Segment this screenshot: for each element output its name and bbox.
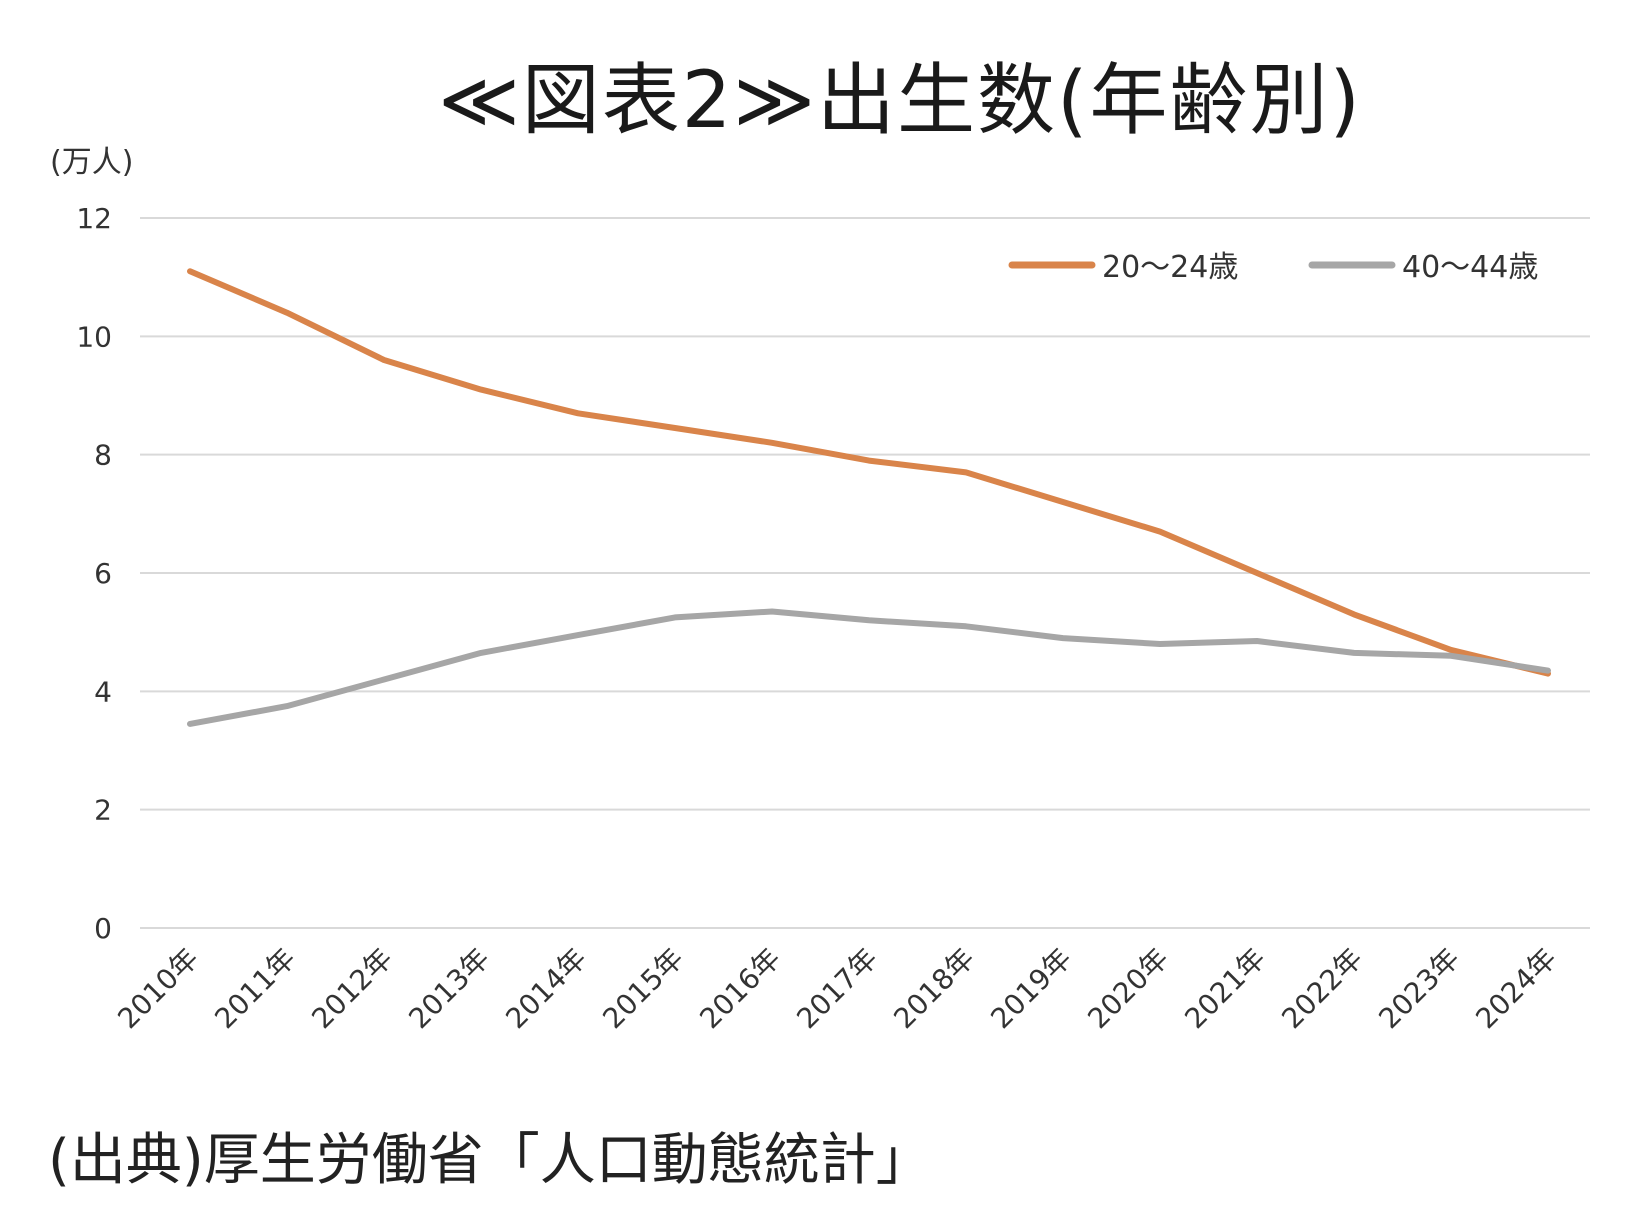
x-tick-label: 2011年	[208, 942, 302, 1036]
x-tick-labels: 2010年 2011年 2012年 2013年 2014年 2015年 2016年 2017年…	[111, 942, 1563, 1036]
x-tick-label: 2012年	[305, 942, 399, 1036]
x-tick-label: 2013年	[402, 942, 496, 1036]
y-tick-label: 2	[94, 794, 112, 827]
chart-title: ≪図表2≫出生数(年齢別)	[438, 56, 1362, 146]
x-tick-label: 2017年	[790, 942, 884, 1036]
series-line-0	[187, 268, 1551, 677]
legend: 20～24歳 40～44歳	[1008, 250, 1538, 285]
y-tick-label: 10	[76, 320, 112, 353]
y-tick-label: 12	[76, 202, 112, 235]
y-tick-label: 6	[94, 557, 112, 590]
series-lines	[187, 268, 1551, 727]
x-tick-label: 2024年	[1469, 942, 1563, 1036]
x-tick-label: 2022年	[1275, 942, 1369, 1036]
gridlines	[140, 217, 1590, 929]
y-axis-unit-label: (万人)	[50, 145, 133, 180]
x-tick-label: 2016年	[693, 942, 787, 1036]
source-note: (出典)厚生労働省「人口動態統計」	[48, 1128, 932, 1193]
y-tick-labels: 0 2 4 6 8 10 12	[76, 202, 112, 945]
y-tick-label: 0	[94, 912, 112, 945]
x-tick-label: 2010年	[111, 942, 205, 1036]
legend-label-0: 20～24歳	[1102, 250, 1238, 285]
y-tick-label: 4	[94, 675, 112, 708]
x-tick-label: 2015年	[596, 942, 690, 1036]
y-tick-label: 8	[94, 439, 112, 472]
legend-label-1: 40～44歳	[1402, 250, 1538, 285]
x-tick-label: 2021年	[1178, 942, 1272, 1036]
x-tick-label: 2018年	[887, 942, 981, 1036]
x-tick-label: 2014年	[499, 942, 593, 1036]
x-tick-label: 2023年	[1372, 942, 1466, 1036]
x-tick-label: 2019年	[984, 942, 1078, 1036]
series-line-1	[187, 608, 1551, 727]
x-tick-label: 2020年	[1081, 942, 1175, 1036]
